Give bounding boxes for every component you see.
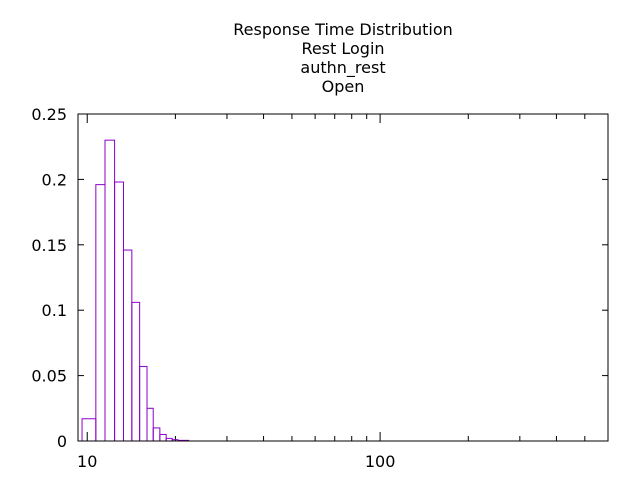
title-line-2: Rest Login (301, 39, 384, 58)
y-tick-label: 0.25 (31, 105, 67, 124)
y-tick-label: 0.05 (31, 367, 67, 386)
histogram-bar (131, 301, 141, 442)
y-tick-label: 0 (57, 432, 67, 451)
x-tick-label: 10 (77, 452, 97, 471)
y-tick-label: 0.2 (42, 170, 67, 189)
histogram-bar (114, 181, 125, 442)
plot-frame (77, 113, 609, 442)
title-line-1: Response Time Distribution (233, 20, 453, 39)
title-line-3: authn_rest (300, 58, 385, 78)
axis-ticks (78, 113, 609, 442)
histogram-bar (104, 139, 116, 442)
x-tick-label: 100 (365, 452, 396, 471)
histogram-bar (139, 365, 148, 442)
y-tick-label: 0.1 (42, 301, 67, 320)
title-line-4: Open (322, 77, 365, 96)
y-tick-label: 0.15 (31, 236, 67, 255)
histogram-bar (159, 433, 167, 442)
y-tick-labels: 0 0.05 0.1 0.15 0.2 0.25 (31, 105, 67, 451)
histogram-bar (146, 407, 154, 442)
histogram-bar (81, 418, 97, 442)
histogram-bars (81, 139, 190, 442)
histogram-bar (152, 427, 161, 442)
histogram-bar (123, 249, 133, 442)
histogram-bar (95, 184, 106, 442)
x-tick-labels: 10 100 (77, 452, 395, 471)
